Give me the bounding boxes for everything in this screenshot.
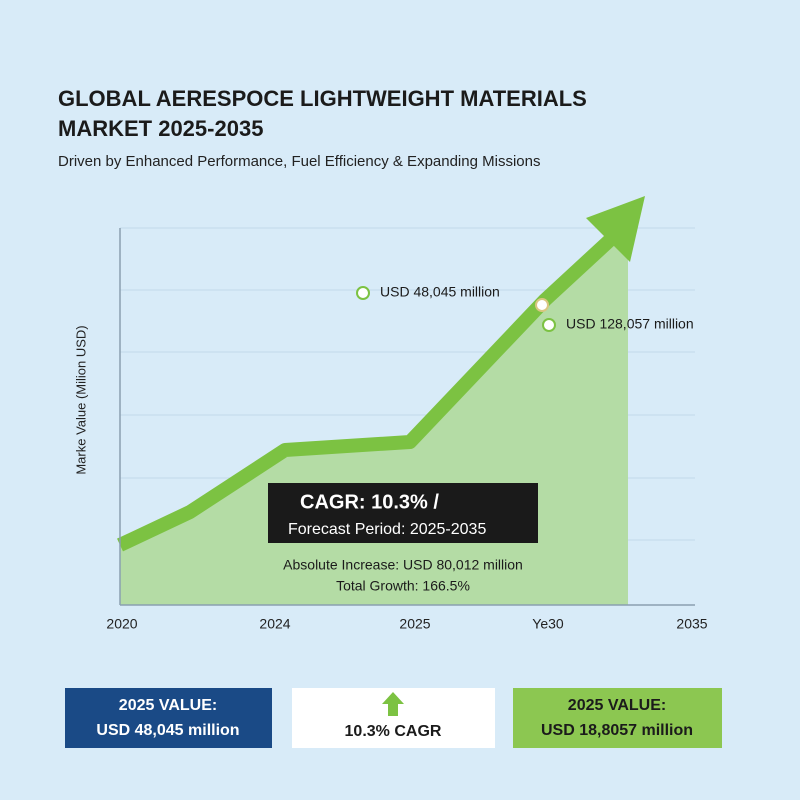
annotation: USD 128,057 million [566,316,694,332]
annotation-dot [542,318,556,332]
card-title: 2025 VALUE: [119,697,217,714]
x-tick-label: 2025 [399,616,430,632]
growth-line [117,234,615,552]
cagr-text: CAGR: 10.3% / [300,491,439,513]
card-value: USD 48,045 million [96,722,239,739]
marker [535,298,549,312]
card [65,688,272,748]
x-tick-label: 2035 [676,616,707,632]
card [513,688,722,748]
arrow-head [586,196,645,262]
forecast-text: Forecast Period: 2025-2035 [288,521,486,538]
x-tick-label: 2024 [259,616,290,632]
card-title: 2025 VALUE: [568,697,666,714]
up-arrow [382,692,404,716]
card-value: USD 18,8057 million [541,722,693,739]
title: GLOBAL AERESPOCE LIGHTWEIGHT MATERIALS [58,86,587,111]
subtitle: Driven by Enhanced Performance, Fuel Eff… [58,153,540,170]
title: MARKET 2025-2035 [58,116,263,141]
card-value: 10.3% CAGR [345,723,442,740]
cagr-box [268,483,538,543]
note: Absolute Increase: USD 80,012 million [283,557,523,573]
annotation: USD 48,045 million [380,284,500,300]
annotation-dot [356,286,370,300]
note: Total Growth: 166.5% [336,578,470,594]
x-tick-label: 2020 [106,616,137,632]
x-tick-label: Ye30 [532,616,564,632]
y-axis-label: Marke Value (Milion USD) [73,325,88,474]
